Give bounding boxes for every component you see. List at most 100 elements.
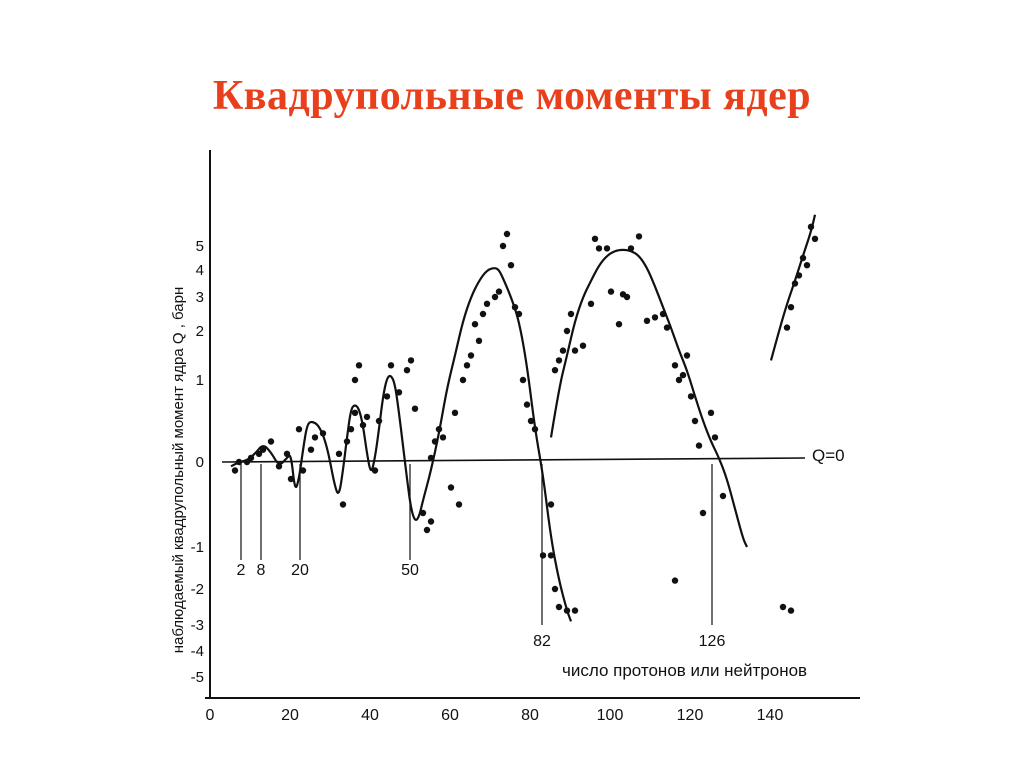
- y-tick-label: 4: [196, 262, 204, 279]
- data-point: [803, 262, 811, 269]
- data-point: [783, 324, 791, 331]
- x-tick-label: 120: [677, 707, 704, 724]
- data-point: [427, 518, 435, 525]
- y-tick-label: -3: [191, 617, 204, 634]
- data-point: [567, 310, 575, 318]
- data-point: [343, 438, 351, 445]
- data-point: [691, 417, 699, 425]
- data-point: [779, 603, 787, 611]
- data-point: [791, 280, 799, 287]
- data-point: [355, 362, 363, 369]
- data-point: [459, 376, 467, 384]
- data-point: [435, 426, 443, 433]
- data-point: [463, 362, 471, 369]
- data-point: [539, 552, 547, 559]
- data-point: [683, 352, 691, 359]
- x-tick-label: 100: [597, 707, 624, 724]
- data-point: [451, 409, 459, 416]
- data-point: [255, 450, 263, 457]
- y-tick-label: -2: [191, 581, 204, 598]
- y-tick-label: 3: [196, 289, 204, 306]
- data-point: [527, 417, 535, 425]
- data-point: [603, 245, 611, 252]
- y-axis-label: наблюдаемый квадрупольный момент ядра Q …: [170, 287, 187, 653]
- data-point: [299, 467, 307, 474]
- data-point: [491, 293, 499, 301]
- data-point: [607, 288, 615, 295]
- data-point: [623, 293, 631, 301]
- data-point: [423, 526, 431, 534]
- data-point: [259, 446, 267, 453]
- data-point: [275, 463, 283, 470]
- data-point: [471, 321, 479, 328]
- axes: [205, 150, 860, 699]
- data-point: [675, 376, 683, 384]
- magic-number-label: 8: [257, 562, 266, 579]
- data-point: [447, 484, 455, 491]
- y-tick-label: -5: [191, 669, 204, 686]
- data-point: [707, 409, 715, 416]
- data-point: [531, 426, 539, 433]
- data-point: [591, 235, 599, 242]
- data-point: [555, 603, 563, 611]
- x-tick-label: 140: [757, 707, 784, 724]
- data-point: [787, 607, 795, 614]
- data-point: [403, 367, 411, 374]
- data-point: [807, 223, 815, 230]
- data-point: [695, 442, 703, 449]
- data-point: [811, 235, 819, 242]
- data-point: [671, 362, 679, 369]
- data-point: [795, 272, 803, 279]
- data-point: [455, 501, 463, 508]
- slide-title: Квадрупольные моменты ядер: [212, 73, 812, 119]
- data-point: [643, 317, 651, 324]
- data-point: [267, 438, 275, 445]
- data-point: [571, 347, 579, 354]
- magic-number-label: 20: [291, 562, 309, 579]
- data-point: [659, 310, 667, 318]
- data-point: [383, 393, 391, 400]
- fit-curve: [769, 214, 817, 361]
- data-point: [555, 357, 563, 364]
- x-axis-label: число протонов или нейтронов: [562, 661, 807, 680]
- tick-labels: 0 20 40 60 80 100 120 140 -5 -4 -3 -2 -1 0 1 2 3 4 5: [191, 238, 784, 724]
- data-point: [483, 300, 491, 307]
- data-point: [627, 245, 635, 252]
- data-point: [679, 371, 687, 379]
- data-point: [503, 230, 511, 238]
- data-point: [615, 321, 623, 328]
- data-point: [419, 509, 427, 517]
- fit-curve: [549, 248, 748, 548]
- data-point: [411, 405, 419, 412]
- data-point: [587, 300, 595, 307]
- data-point: [495, 288, 503, 295]
- data-point: [671, 577, 679, 584]
- data-point: [651, 314, 659, 321]
- data-point: [247, 454, 255, 462]
- data-point: [711, 434, 719, 441]
- data-point: [363, 413, 371, 421]
- x-tick-label: 20: [281, 707, 299, 724]
- data-point: [335, 450, 343, 457]
- y-tick-label: -4: [191, 643, 204, 660]
- data-point: [359, 421, 367, 429]
- data-point: [699, 509, 707, 517]
- data-point: [351, 409, 359, 416]
- data-point: [719, 492, 727, 500]
- data-point: [387, 362, 395, 369]
- data-point: [551, 585, 559, 593]
- data-point: [563, 607, 571, 614]
- data-point: [231, 467, 239, 474]
- data-point: [563, 327, 571, 335]
- y-tick-label: 1: [196, 372, 204, 389]
- data-point: [319, 430, 327, 437]
- data-point: [467, 352, 475, 359]
- data-point: [579, 342, 587, 349]
- data-point: [235, 458, 243, 466]
- data-point: [687, 393, 695, 400]
- data-point: [427, 454, 435, 462]
- magic-number-label: 50: [401, 562, 419, 579]
- x-tick-label: 60: [441, 707, 459, 724]
- fit-curve: [230, 267, 573, 622]
- data-point: [439, 434, 447, 441]
